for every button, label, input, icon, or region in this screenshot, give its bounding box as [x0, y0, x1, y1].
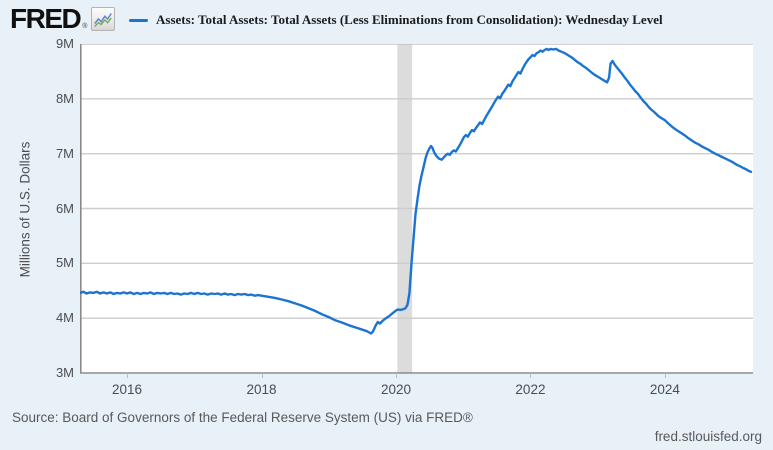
x-tick-label-2022: 2022: [515, 382, 546, 397]
fred-site-link[interactable]: fred.stlouisfed.org: [654, 429, 762, 444]
data-series-line[interactable]: [80, 47, 753, 335]
x-tick-label-2024: 2024: [649, 382, 680, 397]
x-tick-label-2018: 2018: [246, 382, 277, 397]
fred-logo-text: FRED: [10, 3, 82, 34]
series-title-link[interactable]: Assets: Total Assets: Total Assets (Less…: [156, 12, 663, 27]
chart-canvas[interactable]: [80, 44, 753, 374]
plot-area[interactable]: [80, 44, 753, 374]
fred-sparkline-icon: [91, 7, 116, 31]
x-tick-label-2016: 2016: [112, 382, 143, 397]
y-tick-label-8M: 8M: [55, 90, 74, 106]
chart-legend: Assets: Total Assets: Total Assets (Less…: [129, 12, 663, 28]
x-tick-mark: [127, 373, 129, 378]
registered-trademark-symbol: ®: [82, 23, 88, 30]
y-tick-label-7M: 7M: [55, 145, 74, 161]
y-tick-label-4M: 4M: [55, 310, 74, 326]
y-tick-label-9M: 9M: [55, 36, 74, 51]
x-tick-mark: [530, 373, 532, 378]
y-axis-title: Millions of U.S. Dollars: [17, 141, 33, 277]
x-tick-mark: [261, 373, 263, 378]
x-tick-mark: [664, 373, 666, 378]
source-attribution: Source: Board of Governors of the Federa…: [12, 410, 473, 425]
y-tick-label-3M: 3M: [55, 365, 74, 380]
x-tick-label-2020: 2020: [380, 382, 411, 397]
y-tick-label-5M: 5M: [55, 255, 74, 271]
x-tick-mark: [395, 373, 397, 378]
y-tick-label-6M: 6M: [55, 200, 74, 216]
fred-logo[interactable]: FRED ®: [10, 3, 116, 34]
series-color-swatch: [129, 18, 148, 22]
